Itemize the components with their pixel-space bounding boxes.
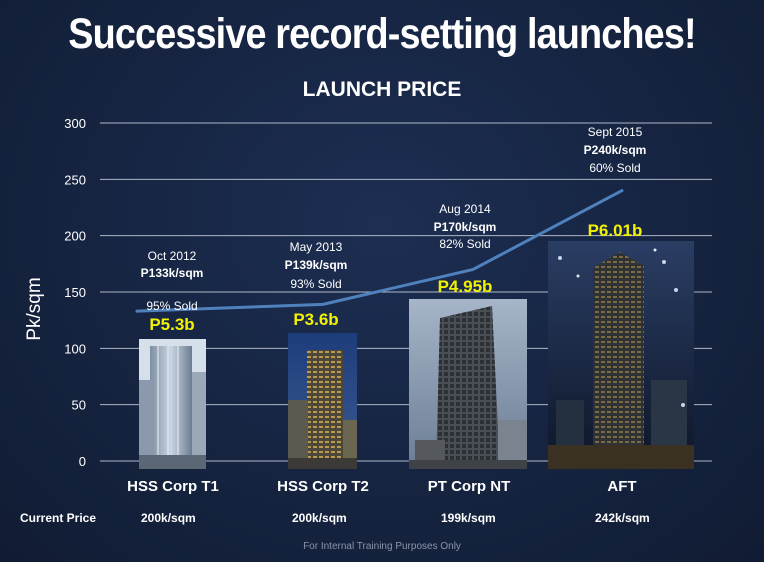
building-image-hss-corp-t2 xyxy=(288,333,357,469)
price-line-series xyxy=(135,189,624,313)
x-category-label-2: PT Corp NT xyxy=(428,478,511,495)
point-date-label-1: May 2013 xyxy=(290,240,343,254)
point-date-label-3: Sept 2015 xyxy=(588,125,643,139)
point-labels: Oct 2012 P133k/sqm 95% Sold P5.3b May 2013 P1… xyxy=(141,125,647,334)
point-price-label-0: P133k/sqm xyxy=(141,266,204,280)
point-total-label-2: P4.95b xyxy=(438,277,493,296)
x-category-label-3: AFT xyxy=(607,478,636,495)
y-tick-label-300: 300 xyxy=(64,116,86,131)
point-price-label-1: P139k/sqm xyxy=(285,258,348,272)
current-price-hss-corp-t2: 200k/sqm xyxy=(292,511,347,525)
building-image-pt-corp-nt xyxy=(409,299,527,469)
slide-title: Successive record-setting launches! xyxy=(68,10,696,58)
y-tick-label-150: 150 xyxy=(64,285,86,300)
x-axis-categories: HSS Corp T1 HSS Corp T2 PT Corp NT AFT xyxy=(127,478,636,495)
x-category-label-0: HSS Corp T1 xyxy=(127,478,219,495)
current-price-hss-corp-t1: 200k/sqm xyxy=(141,511,196,525)
building-image-aft xyxy=(548,241,694,469)
current-price-label: Current Price xyxy=(20,511,97,525)
point-date-label-2: Aug 2014 xyxy=(439,202,491,216)
y-tick-label-250: 250 xyxy=(64,172,86,187)
y-tick-label-0: 0 xyxy=(79,454,86,469)
building-image-hss-corp-t1 xyxy=(139,339,206,469)
y-axis-ticks: 0 50 100 150 200 250 300 xyxy=(64,116,86,469)
point-date-label-0: Oct 2012 xyxy=(148,249,197,263)
current-price-aft: 242k/sqm xyxy=(595,511,650,525)
point-price-label-3: P240k/sqm xyxy=(584,143,647,157)
point-total-label-3: P6.01b xyxy=(588,221,643,240)
point-sold-label-3: 60% Sold xyxy=(589,161,640,175)
point-sold-label-1: 93% Sold xyxy=(290,277,341,291)
point-sold-label-2: 82% Sold xyxy=(439,237,490,251)
point-price-label-2: P170k/sqm xyxy=(434,220,497,234)
x-category-label-1: HSS Corp T2 xyxy=(277,478,369,495)
chart-title: LAUNCH PRICE xyxy=(302,78,462,101)
point-total-label-0: P5.3b xyxy=(149,315,194,334)
y-tick-label-200: 200 xyxy=(64,229,86,244)
y-tick-label-50: 50 xyxy=(72,398,86,413)
y-axis-label: Pk/sqm xyxy=(24,277,45,340)
point-sold-label-0: 95% Sold xyxy=(146,299,197,313)
current-price-pt-corp-nt: 199k/sqm xyxy=(441,511,496,525)
price-line xyxy=(135,189,624,313)
point-total-label-1: P3.6b xyxy=(293,310,338,329)
y-tick-label-100: 100 xyxy=(64,341,86,356)
footer-note: For Internal Training Purposes Only xyxy=(303,541,461,552)
